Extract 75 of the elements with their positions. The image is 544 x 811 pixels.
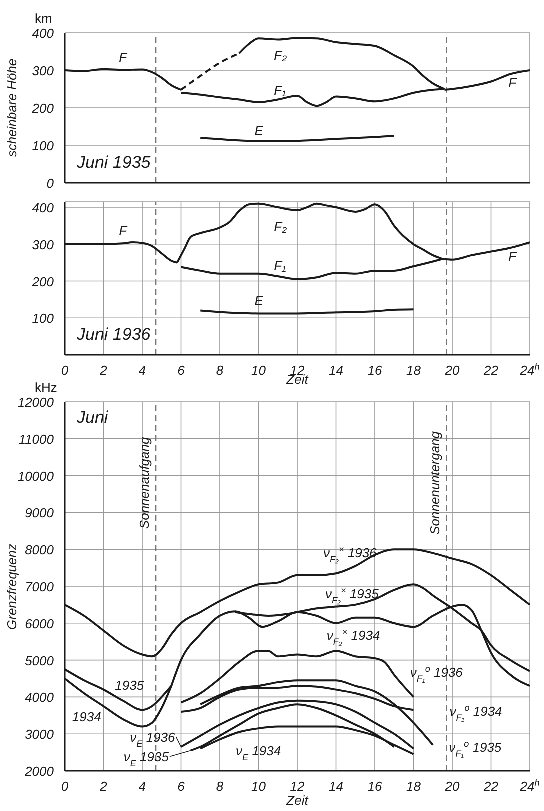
- annotation: 1934: [72, 710, 102, 725]
- ref-line-label: Sonnenuntergang: [428, 430, 443, 535]
- x-tick-label: 12: [290, 779, 306, 794]
- text: Juni 1935: [77, 153, 151, 173]
- x-tick-label: 20: [444, 363, 460, 378]
- y-axis-title: scheinbare Höhe: [4, 58, 20, 158]
- x-tick-label: 2: [99, 363, 108, 378]
- x-tick-label: 14: [329, 779, 344, 794]
- y-tick-label: 4000: [25, 690, 55, 706]
- annotation: ν$_{E}$ 1934: [236, 744, 282, 763]
- x-tick-label: 6: [178, 779, 186, 794]
- annotation: F: [508, 249, 518, 264]
- text: kHz: [35, 380, 58, 395]
- x-tick-label: 0: [61, 363, 70, 378]
- annotation: F₁: [274, 258, 286, 274]
- chart-title: Juni: [77, 408, 108, 428]
- x-tick-label: 10: [252, 363, 267, 378]
- x-tick-label: 4: [138, 779, 146, 794]
- y-tick-label: 100: [32, 311, 55, 326]
- y-tick-label: 10000: [18, 468, 55, 484]
- y-tick-label: 12000: [18, 395, 55, 410]
- text: Juni 1936: [77, 325, 151, 345]
- y-tick-label: 100: [32, 138, 55, 154]
- annotation: ν$_{F₂}$$^{×}$ 1936: [324, 544, 378, 564]
- ref-line-label: Sonnenaufgang: [137, 436, 152, 530]
- y-axis-title: Grenzfrequenz: [4, 544, 20, 630]
- x-tick-label: 18: [406, 779, 422, 794]
- x-tick-label: 24$^{h}$: [519, 362, 540, 378]
- x-tick-label: 8: [216, 779, 224, 794]
- x-tick-label: 14: [329, 363, 344, 378]
- y-tick-label: 0: [46, 176, 55, 191]
- x-tick-label: 22: [483, 363, 500, 378]
- annotation: ν$_{F₁}$$^{o}$ 1935: [449, 739, 502, 760]
- x-tick-label: 16: [368, 779, 383, 794]
- y-tick-label: 9000: [25, 506, 55, 521]
- annotation: 1935: [115, 678, 145, 693]
- x-tick-label: 6: [178, 363, 186, 378]
- annotation: F: [119, 50, 128, 66]
- x-tick-label: 4: [138, 363, 146, 378]
- y-tick-label: 300: [32, 237, 55, 252]
- x-tick-label: 2: [99, 779, 108, 794]
- x-tick-label: 10: [252, 779, 267, 794]
- annotation: F₁: [274, 82, 286, 98]
- annotation: ν$_{F₁}$$^{o}$ 1934: [450, 703, 502, 724]
- x-tick-label: 24$^{h}$: [519, 778, 540, 794]
- y-tick-label: 400: [32, 200, 55, 216]
- annotation: F: [508, 75, 518, 90]
- annotation: E: [254, 123, 264, 138]
- y-tick-label: 200: [31, 101, 55, 116]
- annotation: F₂: [274, 48, 288, 63]
- annotation: F: [119, 224, 128, 239]
- annotation: ν$_{E}$ 1936: [130, 730, 176, 750]
- x-tick-label: 22: [483, 779, 500, 794]
- y-tick-label: 7000: [25, 580, 55, 594]
- x-tick-label: 20: [444, 779, 460, 794]
- annotation: F₂: [274, 220, 288, 235]
- x-tick-label: 8: [216, 363, 224, 378]
- x-axis-title: Zeit: [285, 793, 310, 808]
- x-tick-label: 18: [406, 363, 422, 378]
- x-tick-label: 16: [368, 363, 383, 378]
- text: km: [35, 11, 52, 26]
- annotation: ν$_{F₂}$$^{×}$ 1935: [326, 585, 380, 606]
- annotation: ν$_{F₁}$$^{o}$ 1936: [410, 664, 464, 684]
- annotation: E: [254, 294, 264, 309]
- y-tick-label: 3000: [25, 727, 55, 742]
- y-tick-label: 200: [31, 274, 55, 290]
- x-tick-label: 0: [61, 779, 70, 794]
- y-tick-label: 400: [32, 26, 55, 41]
- y-tick-label: 6000: [25, 616, 55, 632]
- annotation: ν$_{F₂}$$^{×}$ 1934: [326, 627, 380, 648]
- y-tick-label: 11000: [18, 432, 55, 447]
- y-tick-label: 300: [32, 64, 55, 78]
- y-tick-label: 5000: [25, 653, 55, 668]
- y-tick-label: 2000: [24, 764, 55, 779]
- y-tick-label: 8000: [25, 542, 55, 558]
